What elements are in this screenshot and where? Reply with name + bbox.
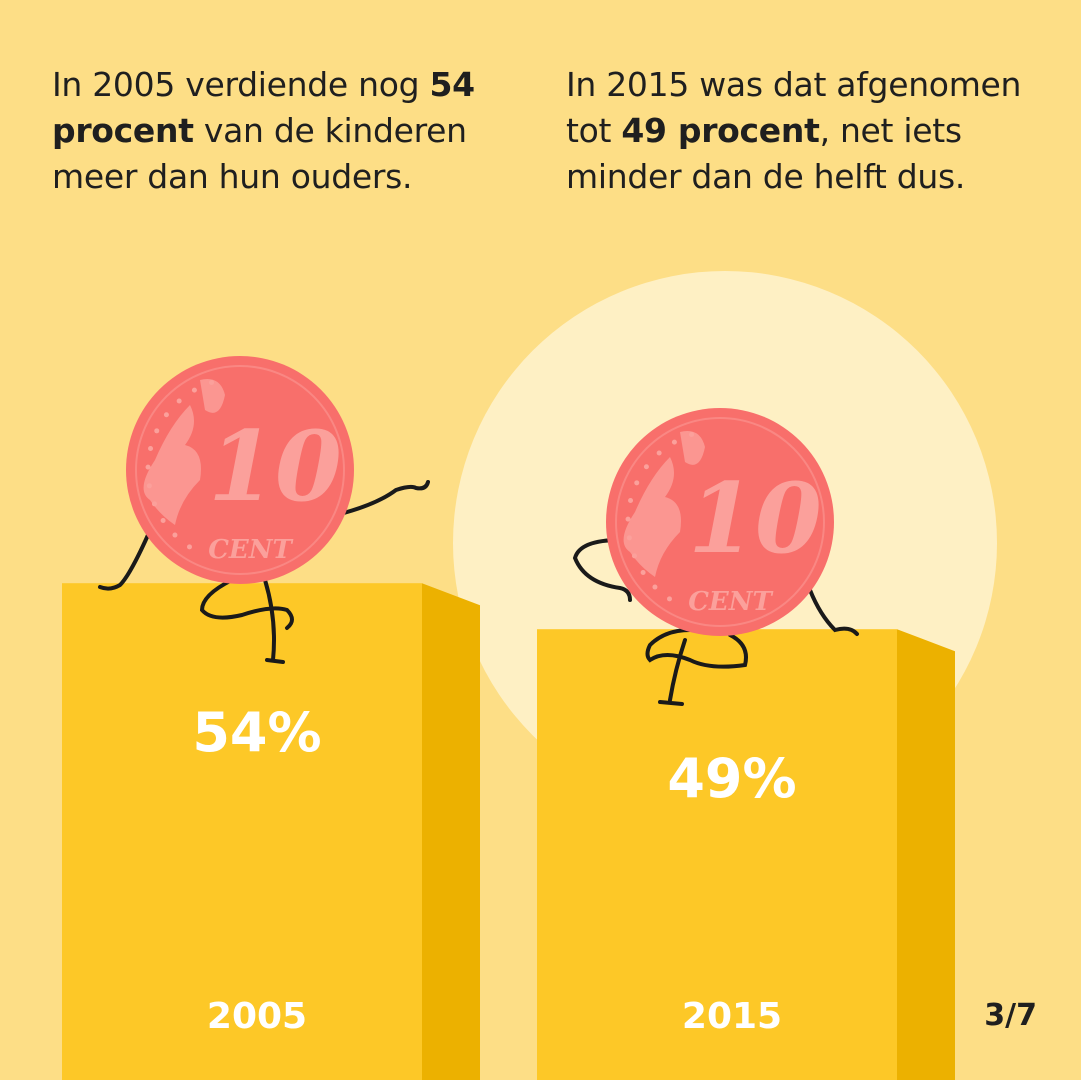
page-indicator: 3/7 (984, 998, 1037, 1033)
coin-character-icon: 10 CENT (98, 356, 430, 664)
caption-2005-text-3: van de kinderen meer dan hun ouders. (52, 111, 467, 196)
caption-2005-text-1: In 2005 verdiende nog (52, 65, 430, 104)
svg-text:CENT: CENT (688, 587, 773, 617)
caption-2015-text-2: , net iets minder dan de helft dus. (566, 111, 966, 196)
bar-side-2005 (422, 583, 480, 1080)
value-label-2015: 49% (667, 747, 796, 810)
coin-character-icon: 10 CENT (572, 408, 859, 706)
bar-2005 (62, 583, 422, 1080)
svg-text:10: 10 (208, 410, 342, 523)
category-label-2005: 2005 (207, 996, 307, 1037)
coins-group: 10 CENT 10 CENT (98, 356, 859, 706)
svg-text:10: 10 (688, 462, 822, 575)
caption-2005-bold-number: 54 (429, 65, 475, 104)
caption-2005-bold-word: procent (52, 111, 194, 150)
bars-group: 54% 2005 49% 2015 (62, 583, 955, 1080)
bar-side-2015 (897, 629, 955, 1080)
caption-2005: In 2005 verdiende nog 54 procent van de … (52, 62, 512, 200)
caption-2015-text-1: In 2015 was dat afgenomen tot (566, 65, 1022, 150)
value-label-2005: 54% (192, 701, 321, 764)
category-label-2015: 2015 (682, 996, 782, 1037)
bar-2015 (537, 629, 897, 1080)
caption-2015: In 2015 was dat afgenomen tot 49 procent… (566, 62, 1046, 200)
svg-text:CENT: CENT (208, 535, 293, 565)
caption-2015-bold: 49 procent (621, 111, 820, 150)
